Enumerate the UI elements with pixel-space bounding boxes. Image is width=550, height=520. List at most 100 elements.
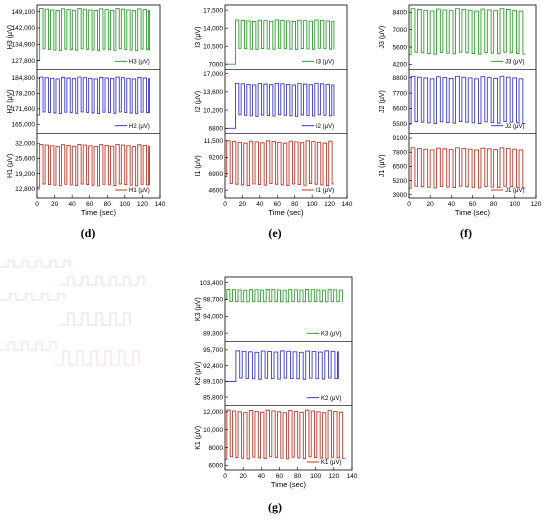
series-line-f-3: [409, 147, 526, 189]
x-axis-label-d: Time (sec): [81, 208, 117, 217]
axes-frame-e: [224, 4, 348, 199]
y-tick-label-e-1-2: 14,000: [203, 25, 223, 32]
legend-label-g-1: K3 (μV): [321, 332, 341, 338]
series-line-g-1: [225, 289, 343, 303]
x-tick-label-f-5: 100: [509, 201, 520, 208]
y-axis-label-f-2: J2 (μV): [379, 90, 386, 113]
y-tick-label-d-3-2: 25,600: [15, 156, 35, 163]
legend-label-d-3: H1 (μV): [129, 188, 150, 194]
x-tick-label-d-1: 20: [51, 201, 59, 208]
x-tick-label-d-0: 0: [35, 201, 39, 208]
x-tick-label-d-5: 100: [119, 201, 130, 208]
y-tick-label-g-2-3: 95,700: [203, 347, 223, 354]
series-line-d-1: [37, 7, 150, 62]
y-tick-label-g-1-1: 94,000: [203, 314, 223, 321]
legend-label-f-1: J3 (μV): [505, 60, 524, 66]
x-axis-label-e: Time (sec): [268, 208, 304, 217]
y-tick-label-g-2-1: 89,100: [203, 379, 223, 386]
y-tick-label-f-3-1: 5200: [393, 178, 408, 185]
y-tick-label-g-2-2: 92,400: [203, 363, 223, 370]
y-tick-label-g-1-2: 98,700: [203, 297, 223, 304]
series-line-e-1: [225, 19, 335, 65]
x-tick-label-e-5: 100: [307, 201, 318, 208]
y-tick-label-g-3-2: 10,000: [203, 427, 223, 434]
x-tick-label-g-1: 20: [240, 473, 248, 480]
panel-label-e: (e): [268, 226, 282, 240]
y-tick-label-d-3-3: 32,000: [15, 140, 35, 147]
x-tick-label-e-6: 120: [324, 201, 335, 208]
x-tick-label-g-5: 100: [310, 473, 321, 480]
y-tick-label-d-3-0: 12,800: [15, 186, 35, 193]
legend-label-e-2: I2 (μV): [316, 124, 334, 130]
axes-frame-g: [224, 276, 353, 471]
panel-label-g: (g): [268, 500, 282, 514]
x-tick-label-g-3: 60: [276, 473, 284, 480]
series-line-e-2: [225, 82, 335, 129]
series-line-d-3: [37, 143, 150, 188]
y-tick-label-g-3-0: 6000: [209, 463, 224, 470]
y-tick-label-e-2-0: 6800: [209, 126, 224, 133]
x-tick-label-g-0: 0: [223, 473, 227, 480]
x-tick-label-e-7: 140: [342, 201, 353, 208]
legend-label-e-3: I1 (μV): [316, 188, 334, 194]
series-line-d-2: [37, 76, 150, 116]
legend-label-g-3: K1 (μV): [321, 460, 341, 466]
y-tick-label-e-3-1: 6900: [209, 171, 224, 178]
panel-label-f: (f): [460, 226, 472, 240]
y-axis-label-d-3: H1 (μV): [7, 154, 14, 178]
legend-label-d-1: H3 (μV): [129, 60, 150, 66]
y-tick-label-f-1-2: 7000: [393, 27, 408, 34]
x-tick-label-f-6: 120: [531, 201, 542, 208]
x-tick-label-d-3: 60: [86, 201, 94, 208]
x-tick-label-f-1: 20: [427, 201, 435, 208]
x-axis-label-g: Time (sec): [271, 480, 307, 489]
x-tick-label-d-2: 40: [69, 201, 77, 208]
y-axis-label-e-3: I1 (μV): [195, 155, 202, 176]
y-axis-label-d-1: H3 (μV): [7, 25, 14, 49]
y-tick-label-d-2-3: 184,800: [12, 75, 36, 82]
x-tick-label-d-6: 120: [137, 201, 148, 208]
y-tick-label-d-3-1: 19,200: [15, 171, 35, 178]
y-tick-label-d-2-0: 165,000: [12, 122, 36, 129]
x-tick-label-g-2: 40: [258, 473, 266, 480]
y-axis-label-g-2: K2 (μV): [195, 362, 202, 386]
x-tick-label-f-3: 60: [469, 201, 477, 208]
y-tick-label-f-2-2: 7700: [393, 90, 408, 97]
y-tick-label-e-2-3: 17,000: [203, 71, 223, 78]
legend-label-f-2: J2 (μV): [505, 124, 524, 130]
y-tick-label-d-2-1: 171,600: [12, 106, 36, 113]
y-tick-label-e-3-0: 4600: [209, 187, 224, 194]
legend-label-e-1: I3 (μV): [316, 60, 334, 66]
y-tick-label-f-1-3: 8400: [393, 10, 408, 17]
y-axis-label-e-2: I2 (μV): [195, 91, 202, 112]
y-tick-label-d-1-0: 127,800: [12, 58, 36, 65]
x-axis-label-f: Time (sec): [455, 208, 491, 217]
y-axis-label-e-1: I3 (μV): [195, 27, 202, 48]
y-tick-label-f-3-3: 7800: [393, 149, 408, 156]
y-tick-label-d-1-1: 134,900: [12, 41, 36, 48]
y-tick-label-f-3-4: 9100: [393, 135, 408, 142]
y-tick-label-g-2-0: 85,800: [203, 394, 223, 401]
x-tick-label-f-4: 80: [490, 201, 498, 208]
series-line-e-3: [225, 140, 334, 186]
series-line-g-2: [225, 350, 339, 382]
x-tick-label-e-3: 60: [274, 201, 282, 208]
y-tick-label-g-1-0: 89,300: [203, 330, 223, 337]
y-tick-label-e-3-2: 9200: [209, 154, 224, 161]
x-tick-label-e-0: 0: [223, 201, 227, 208]
y-tick-label-e-1-0: 7000: [209, 61, 224, 68]
y-tick-label-d-1-2: 142,000: [12, 25, 36, 32]
series-line-f-2: [409, 75, 526, 125]
y-tick-label-g-3-1: 8000: [209, 445, 224, 452]
y-tick-label-e-1-3: 17,500: [203, 7, 223, 14]
y-tick-label-d-2-2: 178,200: [12, 91, 36, 98]
faded-ghost-image: [0, 260, 145, 366]
y-tick-label-e-3-3: 11,500: [204, 138, 224, 145]
panel-label-d: (d): [80, 226, 96, 240]
y-tick-label-g-1-3: 103,400: [200, 280, 224, 287]
y-axis-label-f-1: J3 (μV): [379, 26, 386, 49]
series-line-f-1: [409, 8, 526, 55]
legend-label-g-2: K2 (μV): [321, 396, 341, 402]
axes-frame-d: [36, 4, 161, 199]
